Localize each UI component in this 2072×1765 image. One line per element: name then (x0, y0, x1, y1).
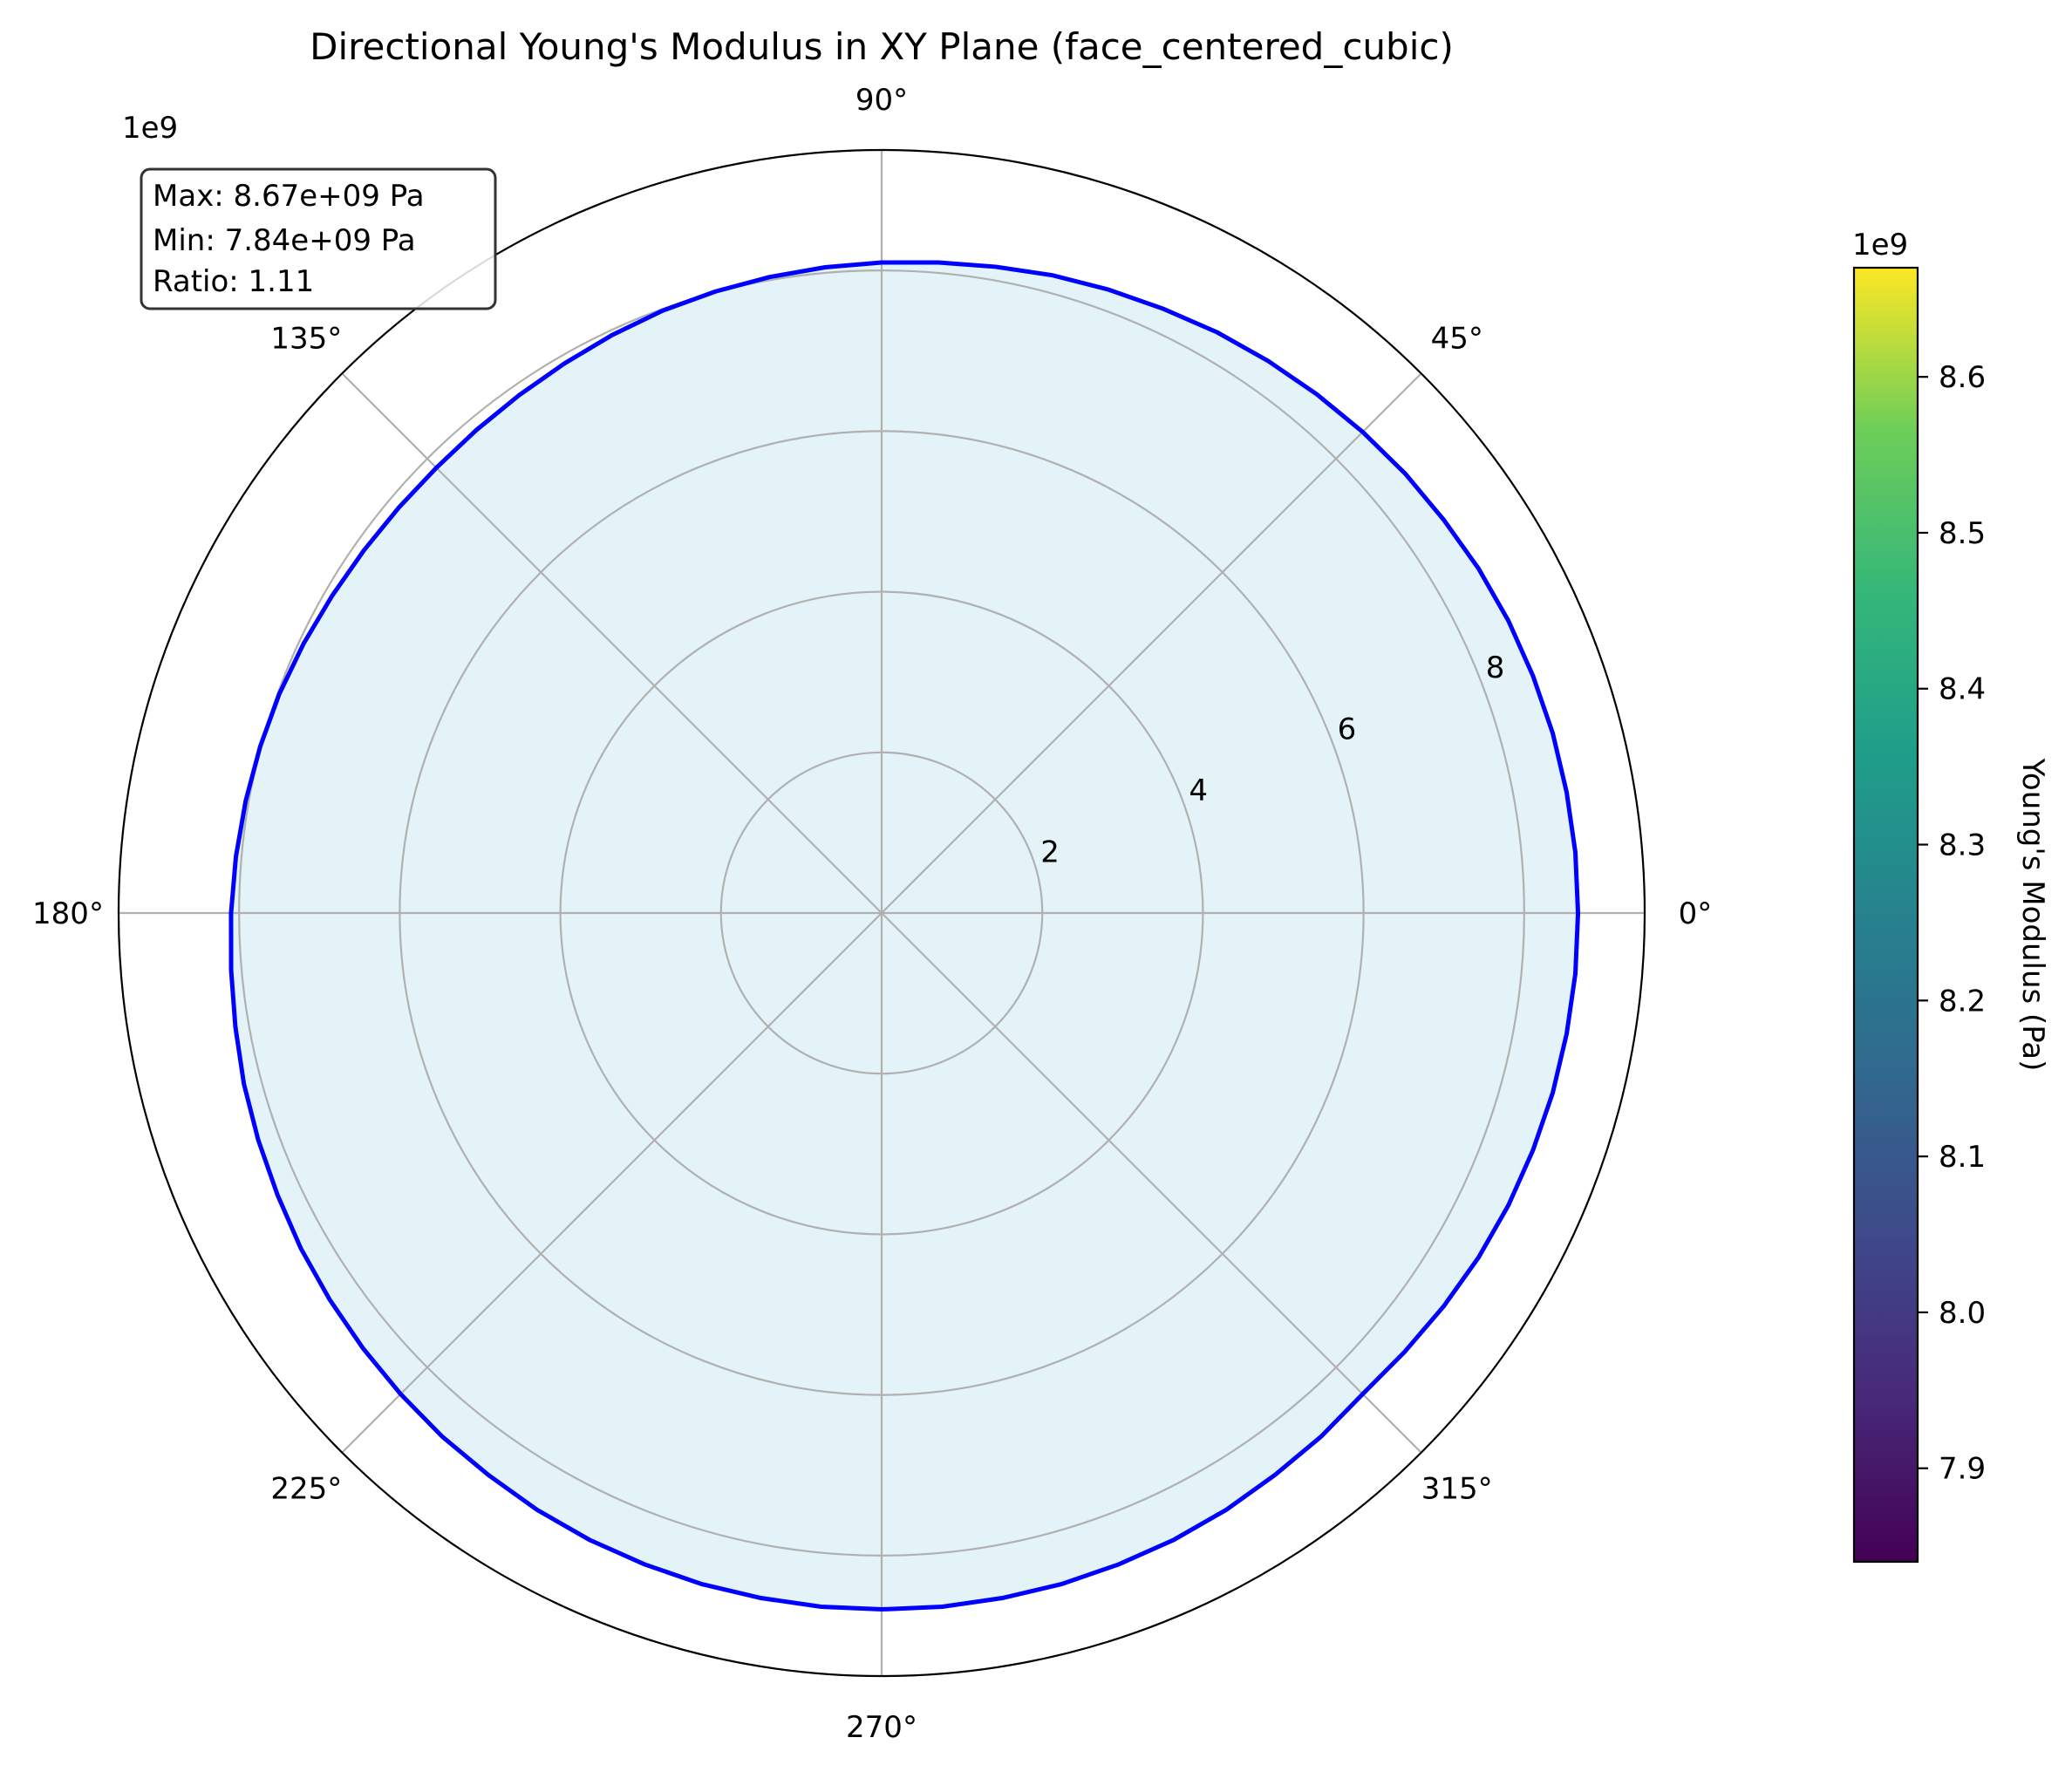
colorbar-tick-label: 8.3 (1939, 828, 1986, 863)
colorbar-tick-label: 8.1 (1939, 1140, 1986, 1175)
radial-tick-labels: 2 4 6 8 (1040, 651, 1504, 869)
angular-gridline (341, 912, 883, 1454)
colorbar-tick-label: 8.2 (1939, 984, 1986, 1019)
angular-gridline (341, 372, 883, 914)
colorbar-tick-label: 7.9 (1939, 1452, 1986, 1487)
angle-tick-label: 0° (1679, 896, 1713, 931)
angular-gridlines (119, 150, 1645, 1676)
colorbar-label: Young's Modulus (Pa) (2015, 758, 2050, 1072)
chart-title: Directional Young's Modulus in XY Plane … (310, 25, 1454, 68)
angle-tick-label: 180° (32, 896, 104, 931)
colorbar-tick-label: 8.0 (1939, 1296, 1986, 1331)
stats-min: Min: 7.84e+09 Pa (153, 223, 416, 258)
colorbar-multiplier: 1e9 (1852, 228, 1908, 262)
colorbar-gradient (1852, 266, 1919, 1564)
stats-box-frame (140, 167, 497, 310)
polar-frame (117, 148, 1646, 1678)
colorbar-tick-label: 8.6 (1939, 360, 1986, 395)
angle-tick-label: 45° (1431, 321, 1483, 356)
stats-max: Max: 8.67e+09 Pa (153, 179, 425, 214)
polar-plot-area: 0° 45° 90° 135° 180° 225° 270° 315° 2 4 6 8 (32, 83, 1712, 1745)
radial-tick-label: 4 (1189, 773, 1208, 808)
angle-tick-label: 135° (270, 321, 342, 356)
stats-box: Max: 8.67e+09 Pa Min: 7.84e+09 Pa Ratio:… (140, 167, 497, 310)
angle-tick-label: 270° (846, 1710, 917, 1745)
angle-tick-label: 90° (855, 83, 908, 118)
radial-multiplier: 1e9 (122, 111, 178, 146)
angular-gridline (881, 912, 1422, 1454)
stats-ratio: Ratio: 1.11 (153, 264, 314, 299)
colorbar: 1e9 7.9 8.0 8.1 8.2 8.3 8.4 8.5 8.6 Young's Mod… (1852, 228, 2050, 1564)
radial-tick-label: 6 (1338, 712, 1357, 747)
colorbar-tick-label: 8.5 (1939, 516, 1986, 551)
angle-tick-label: 225° (270, 1472, 342, 1507)
colorbar-tick-label: 8.4 (1939, 672, 1986, 707)
colorbar-ticks: 7.9 8.0 8.1 8.2 8.3 8.4 8.5 8.6 (1918, 360, 1986, 1487)
angle-tick-labels: 0° 45° 90° 135° 180° 225° 270° 315° (32, 83, 1712, 1745)
angle-tick-label: 315° (1421, 1472, 1493, 1507)
radial-tick-label: 8 (1486, 651, 1505, 685)
angular-gridline (881, 372, 1422, 914)
series-line (228, 260, 1581, 1612)
radial-tick-label: 2 (1040, 835, 1060, 870)
